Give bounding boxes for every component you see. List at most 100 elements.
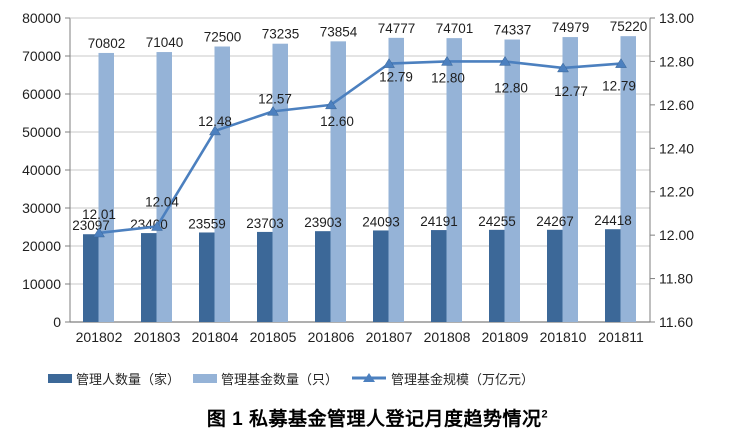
chart-legend: 管理人数量（家） 管理基金数量（只） 管理基金规模（万亿元） — [48, 366, 534, 390]
bar-fund-count — [156, 52, 172, 322]
right-axis-tick-label: 12.00 — [659, 227, 694, 243]
bar-fund-count — [446, 38, 462, 322]
manager-count-data-label: 24255 — [478, 214, 516, 229]
manager-count-data-label: 23903 — [304, 215, 342, 230]
bar-manager-count — [547, 229, 563, 322]
fund-scale-marker-icon — [441, 55, 453, 66]
legend-item-manager-count: 管理人数量（家） — [48, 369, 180, 388]
bar-fund-count — [388, 37, 404, 322]
fund-scale-data-label: 12.57 — [258, 91, 292, 106]
fund-count-data-label: 73854 — [320, 24, 358, 39]
x-axis-category-label: 201811 — [598, 329, 644, 345]
footnote-ref: 2 — [541, 408, 549, 421]
fund-count-data-label: 74337 — [494, 23, 532, 38]
right-axis-tick-label: 12.20 — [659, 184, 694, 200]
legend-item-fund-count: 管理基金数量（只） — [193, 369, 338, 388]
left-axis-tick-label: 80000 — [22, 10, 61, 26]
fund-count-data-label: 72500 — [204, 30, 242, 45]
figure-title: 图 1 私募基金管理人登记月度趋势情况2 — [0, 404, 755, 431]
manager-count-data-label: 23703 — [246, 216, 284, 231]
left-axis-tick-label: 20000 — [22, 238, 61, 254]
x-axis-category-label: 201810 — [540, 329, 587, 345]
fund-scale-marker-icon — [325, 99, 337, 110]
right-axis-tick-label: 12.80 — [659, 53, 694, 69]
right-axis-tick-label: 13.00 — [659, 10, 694, 26]
x-axis-category-label: 201807 — [366, 329, 413, 345]
fund-scale-data-label: 12.79 — [602, 79, 636, 94]
fund-scale-data-label: 12.80 — [431, 70, 465, 85]
bar-fund-count — [562, 37, 578, 322]
left-axis-tick-label: 70000 — [22, 48, 61, 64]
bar-manager-count — [199, 232, 215, 322]
manager-count-data-label: 24418 — [594, 213, 632, 228]
x-axis-category-label: 201806 — [308, 329, 355, 345]
manager-count-data-label: 24093 — [362, 214, 400, 229]
right-axis-tick-label: 11.80 — [659, 271, 693, 287]
fund-count-data-label: 74777 — [378, 21, 416, 36]
fund-scale-marker-icon — [383, 58, 395, 68]
fund-scale-data-label: 12.60 — [320, 114, 354, 129]
legend-item-fund-scale: 管理基金规模（万亿元） — [351, 369, 534, 388]
x-axis-category-label: 201808 — [424, 329, 471, 345]
fund-scale-data-label: 12.77 — [554, 84, 588, 99]
legend-label-fund-count: 管理基金数量（只） — [221, 371, 339, 387]
fund-scale-data-label: 12.79 — [379, 70, 413, 85]
x-axis-category-label: 201802 — [76, 329, 123, 345]
fund-scale-line — [98, 60, 622, 235]
x-axis-category-label: 201805 — [250, 329, 297, 345]
fund-scale-marker-icon — [615, 58, 627, 68]
fund-count-data-label: 73235 — [262, 27, 300, 42]
bar-fund-count — [620, 36, 636, 322]
fund-count-data-label: 75220 — [610, 19, 648, 34]
left-axis-tick-label: 0 — [53, 314, 61, 330]
bar-manager-count — [257, 231, 273, 322]
fund-scale-marker-icon — [209, 125, 221, 136]
manager-count-data-label: 24267 — [536, 214, 574, 229]
bar-manager-count — [141, 233, 157, 322]
bar-manager-count — [489, 229, 505, 322]
bar-fund-count — [272, 43, 288, 322]
left-axis-tick-label: 40000 — [22, 162, 61, 178]
fund-count-swatch-icon — [193, 373, 218, 383]
fund-count-data-label: 74979 — [552, 20, 590, 35]
fund-scale-marker-icon — [557, 62, 569, 73]
x-axis-category-label: 201803 — [134, 329, 181, 345]
left-axis-tick-label: 30000 — [22, 200, 61, 216]
fund-count-data-label: 71040 — [146, 35, 184, 50]
x-axis-category-label: 201809 — [482, 329, 529, 345]
bar-fund-count — [504, 39, 520, 322]
bar-manager-count — [605, 229, 621, 322]
fund-scale-data-label: 12.48 — [198, 114, 232, 129]
right-axis-tick-label: 12.60 — [659, 97, 694, 113]
manager-count-data-label: 23097 — [72, 218, 110, 233]
fund-scale-data-label: 12.04 — [145, 194, 179, 209]
right-axis-tick-label: 12.40 — [659, 140, 694, 156]
x-axis-category-label: 201804 — [192, 329, 239, 345]
bar-fund-count — [330, 41, 346, 323]
legend-label-fund-scale: 管理基金规模（万亿元） — [391, 371, 535, 387]
fund-scale-marker-icon — [499, 55, 511, 66]
fund-scale-data-label: 12.01 — [82, 207, 116, 222]
bar-manager-count — [315, 231, 331, 322]
fund-count-data-label: 70802 — [88, 36, 126, 51]
left-axis-tick-label: 50000 — [22, 124, 61, 140]
fund-scale-marker-icon — [93, 227, 105, 238]
right-axis-tick-label: 11.60 — [659, 314, 693, 330]
bar-manager-count — [373, 230, 389, 322]
trend-chart: 0 10000 20000 30000 40000 50000 60000 70000 8000… — [22, 10, 694, 345]
legend-label-manager-count: 管理人数量（家） — [76, 371, 181, 387]
bar-manager-count — [83, 234, 99, 322]
fund-scale-marker-icon — [151, 220, 163, 231]
fund-scale-line-marker-icon — [351, 372, 387, 384]
fund-scale-data-label: 12.80 — [494, 80, 528, 95]
left-axis-tick-label: 10000 — [22, 276, 61, 292]
fund-count-data-label: 74701 — [436, 21, 474, 36]
manager-count-data-label: 23559 — [188, 216, 226, 231]
left-axis-tick-label: 60000 — [22, 86, 61, 102]
bar-fund-count — [98, 52, 114, 323]
manager-count-data-label: 24191 — [420, 214, 458, 229]
bar-fund-count — [214, 46, 230, 322]
fund-scale-marker-icon — [267, 105, 279, 116]
bar-manager-count — [431, 230, 447, 322]
